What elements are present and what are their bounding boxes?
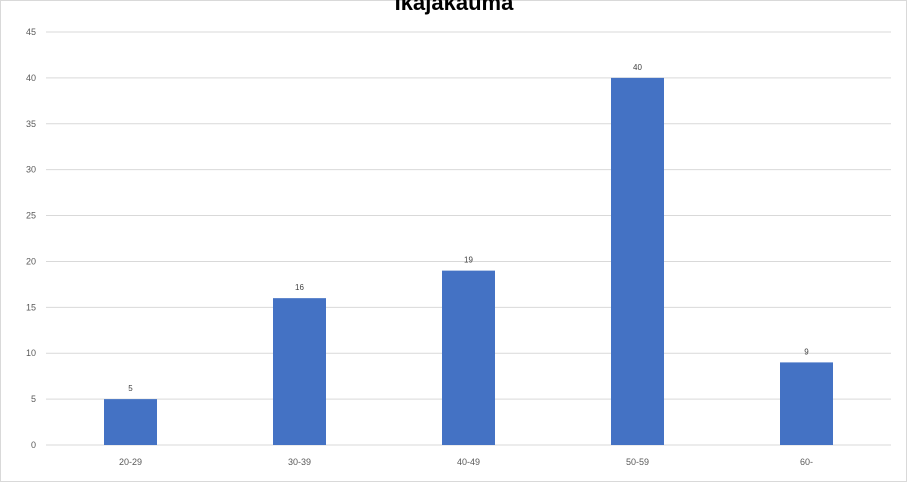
data-label: 19: [464, 256, 473, 265]
x-tick-label: 40-49: [457, 457, 480, 467]
y-tick-label: 20: [26, 256, 36, 266]
chart-title: Ikäjakauma: [394, 0, 514, 15]
y-tick-label: 10: [26, 348, 36, 358]
y-tick-label: 35: [26, 119, 36, 129]
bar: [442, 270, 495, 445]
bar: [273, 298, 326, 445]
data-label: 40: [633, 63, 642, 72]
x-tick-label: 20-29: [119, 457, 142, 467]
y-tick-label: 5: [31, 394, 36, 404]
y-tick-label: 45: [26, 27, 36, 37]
x-tick-label: 30-39: [288, 457, 311, 467]
bar: [104, 399, 157, 445]
y-tick-label: 40: [26, 73, 36, 83]
y-tick-label: 0: [31, 440, 36, 450]
bars: [104, 77, 833, 445]
data-labels: 5 16 19 40 9: [128, 63, 809, 393]
y-tick-label: 25: [26, 211, 36, 221]
bar: [780, 362, 833, 445]
x-tick-label: 60-: [800, 457, 813, 467]
data-label: 16: [295, 283, 304, 292]
x-axis-ticks: 20-29 30-39 40-49 50-59 60-: [119, 457, 813, 467]
bar: [611, 77, 664, 445]
x-tick-label: 50-59: [626, 457, 649, 467]
y-tick-label: 30: [26, 165, 36, 175]
data-label: 5: [128, 384, 133, 393]
data-label: 9: [804, 347, 809, 356]
y-tick-label: 15: [26, 302, 36, 312]
y-axis-ticks: 0 5 10 15 20 25 30 35 40 45: [26, 27, 36, 450]
